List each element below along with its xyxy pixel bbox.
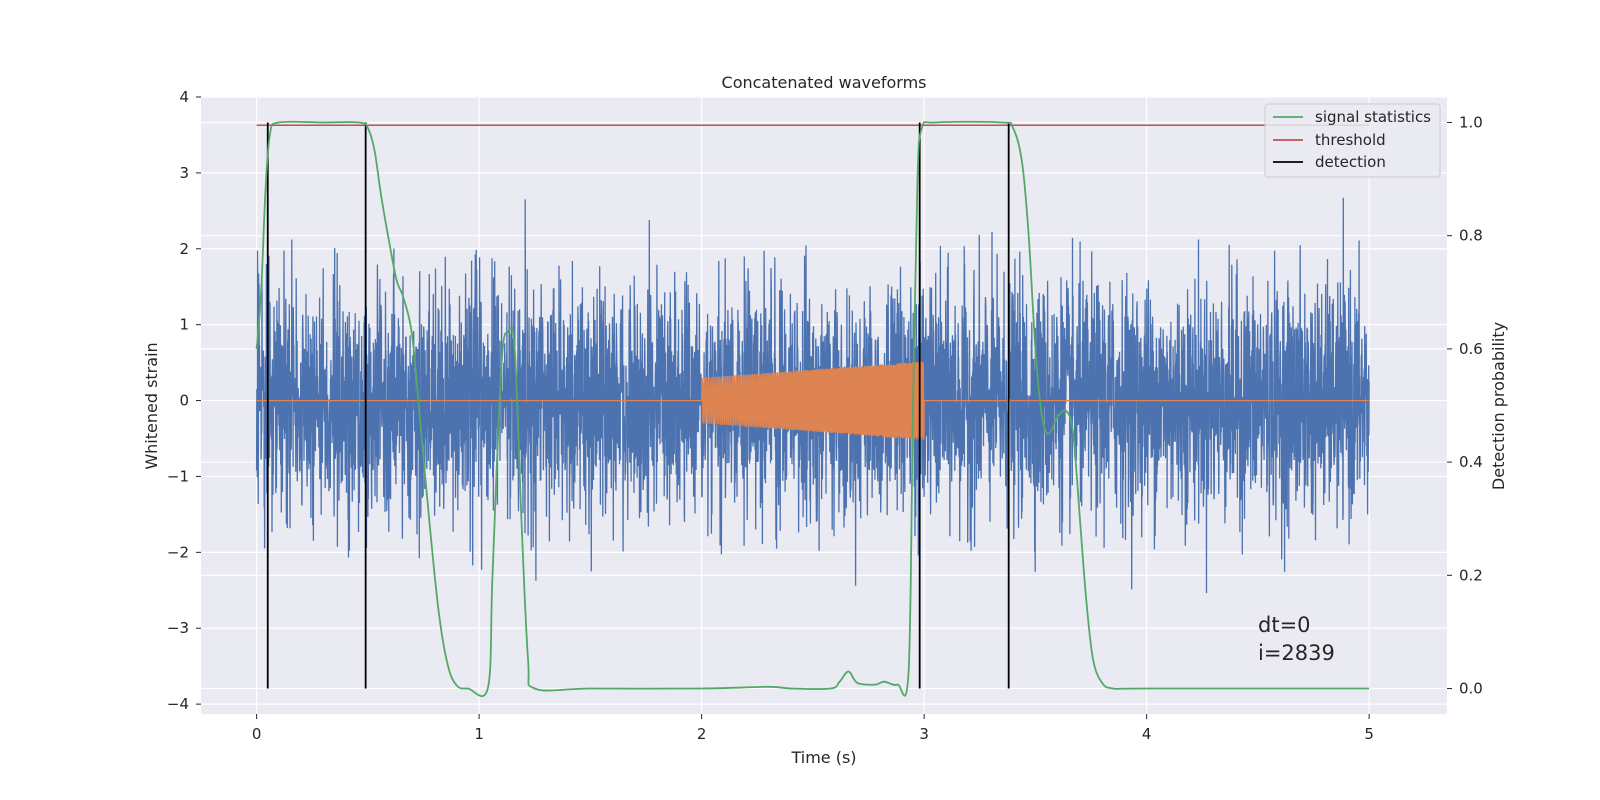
legend-label-detection: detection — [1315, 153, 1386, 171]
y-axis-label: Whitened strain — [142, 342, 161, 469]
template-series-line — [256, 361, 1370, 440]
y2-axis-ticks: 0.0 0.2 0.4 0.6 0.8 1.0 — [1447, 113, 1483, 698]
y2-tick-label: 0.6 — [1459, 340, 1483, 358]
y2-tick-label: 0.0 — [1459, 680, 1483, 698]
x-tick-label: 2 — [697, 725, 707, 743]
y-tick-label: −1 — [167, 467, 189, 485]
y-tick-label: −3 — [167, 619, 189, 637]
y-tick-label: 2 — [179, 240, 189, 258]
y2-tick-label: 0.2 — [1459, 566, 1483, 584]
detection-lines — [266, 122, 1010, 689]
y-tick-label: 0 — [179, 392, 189, 410]
y-axis-ticks: −4 −3 −2 −1 0 1 2 3 4 — [167, 88, 201, 713]
legend-box — [1264, 103, 1441, 178]
legend: signal statistics threshold detection — [1264, 103, 1441, 178]
x-tick-label: 0 — [252, 725, 262, 743]
x-tick-label: 3 — [919, 725, 929, 743]
y-tick-label: 1 — [179, 316, 189, 334]
legend-label-signal-statistics: signal statistics — [1315, 108, 1431, 126]
y2-axis-label: Detection probability — [1489, 322, 1508, 490]
y2-tick-label: 0.4 — [1459, 453, 1483, 471]
y-tick-label: 3 — [179, 164, 189, 182]
y2-tick-label: 1.0 — [1459, 113, 1483, 131]
annotation-dt: dt=0 — [1258, 613, 1311, 637]
chart-title: Concatenated waveforms — [722, 73, 927, 92]
y2-tick-label: 0.8 — [1459, 227, 1483, 245]
x-tick-label: 5 — [1364, 725, 1374, 743]
annotation-index: i=2839 — [1258, 641, 1335, 665]
signal-statistics-line — [255, 120, 1370, 698]
y-tick-label: 4 — [179, 88, 189, 106]
legend-label-threshold: threshold — [1315, 131, 1386, 149]
y-tick-label: −2 — [167, 543, 189, 561]
strain-series-line — [255, 197, 1370, 594]
x-tick-label: 1 — [474, 725, 484, 743]
x-axis-ticks: 0 1 2 3 4 5 — [252, 714, 1374, 743]
y-tick-label: −4 — [167, 695, 189, 713]
x-tick-label: 4 — [1142, 725, 1152, 743]
x-axis-label: Time (s) — [790, 748, 856, 767]
